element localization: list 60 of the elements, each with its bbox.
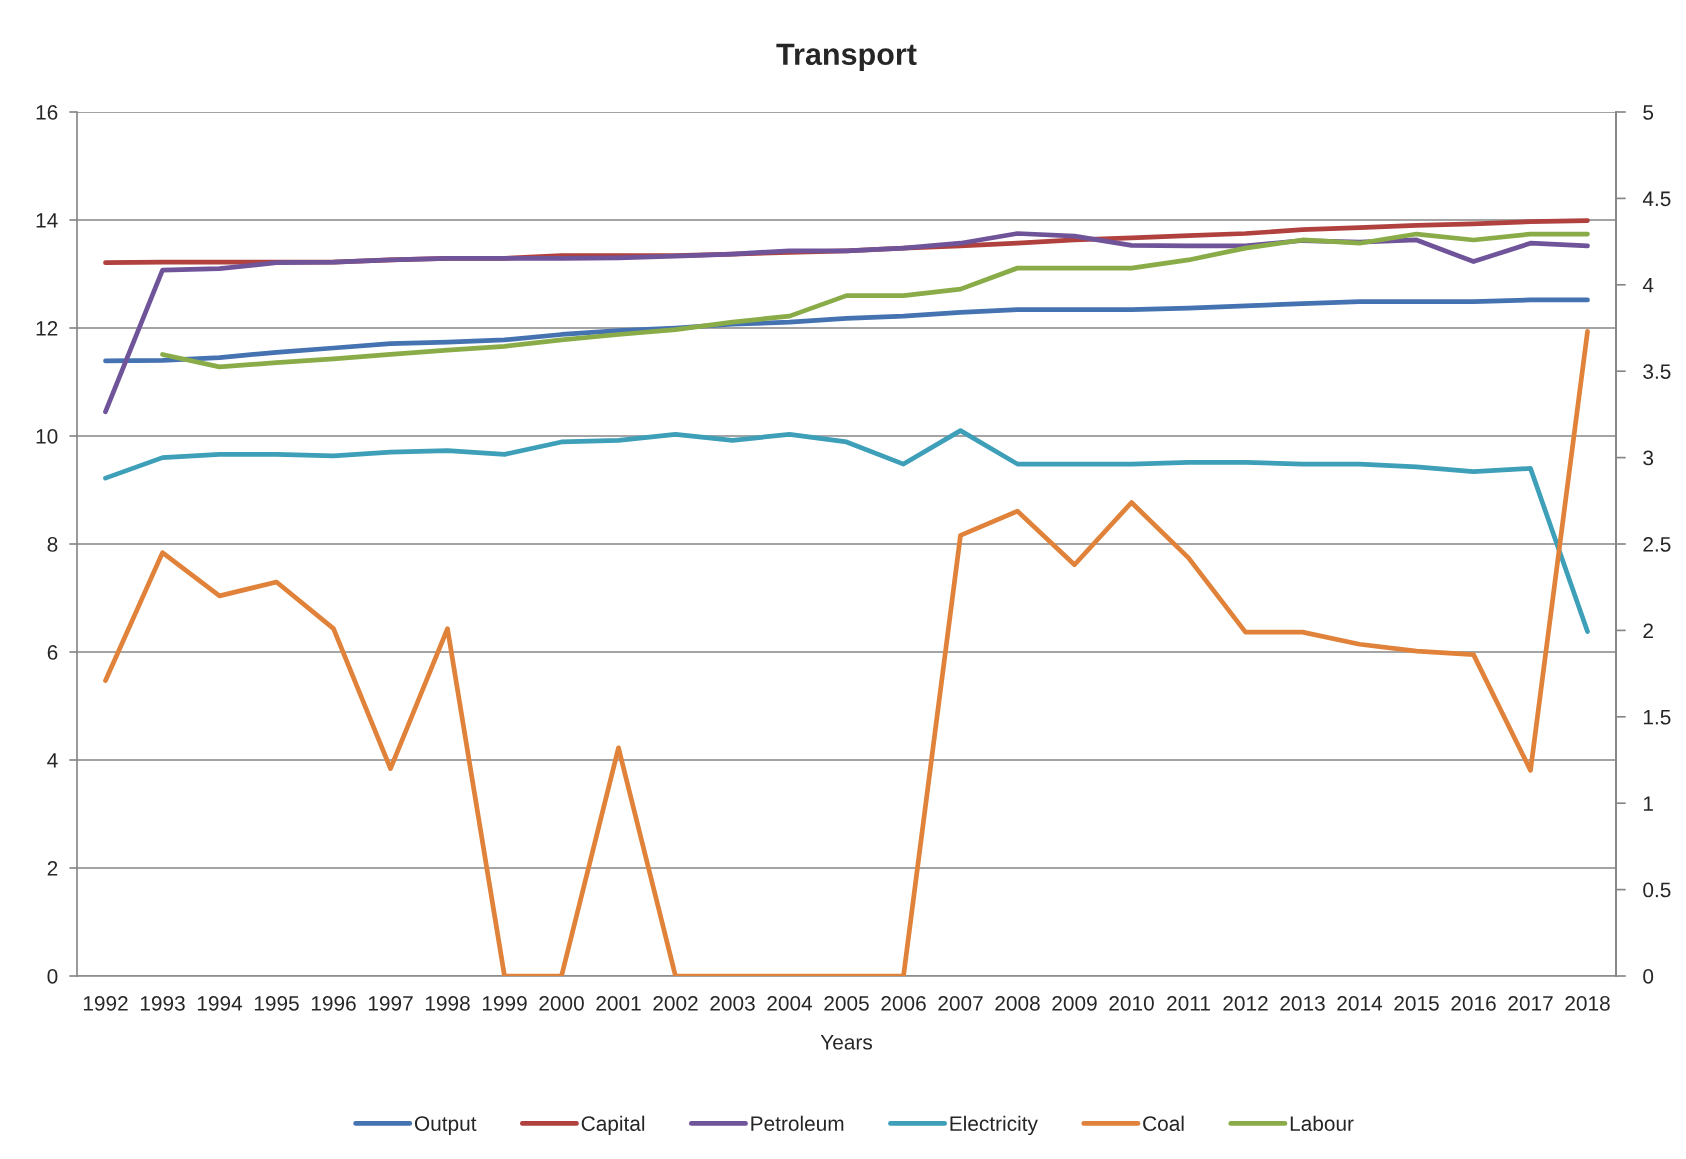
y-tick-label: 2 <box>47 861 58 876</box>
legend-label: Capital <box>581 1115 645 1136</box>
y2-tick-label: 0 <box>1643 969 1654 984</box>
x-tick-label: 2008 <box>995 995 1040 1011</box>
x-tick-label: 1994 <box>197 995 243 1011</box>
y2-tick-label: 5 <box>1643 105 1654 120</box>
y-tick-label: 16 <box>36 105 58 120</box>
x-tick-label: 2017 <box>1508 995 1553 1011</box>
legend-label: Electricity <box>950 1115 1038 1136</box>
x-tick-label: 2013 <box>1280 995 1325 1011</box>
x-tick-label: 2010 <box>1109 995 1154 1011</box>
x-tick-label: 2003 <box>710 995 755 1011</box>
y-tick-label: 10 <box>36 429 58 444</box>
line-series <box>103 231 1590 415</box>
x-tick-label: 2012 <box>1223 995 1268 1011</box>
y-tick-label: 14 <box>36 213 58 228</box>
x-tick-label: 1997 <box>368 995 413 1011</box>
y2-tick-label: 1.5 <box>1643 710 1671 725</box>
chart-title: Transport <box>776 43 917 72</box>
x-tick-label: 2018 <box>1565 995 1610 1011</box>
x-tick-label: 1995 <box>254 995 299 1011</box>
legend-label: Coal <box>1143 1115 1184 1131</box>
x-tick-label: 2004 <box>767 995 813 1011</box>
y-tick-label: 12 <box>36 321 58 336</box>
x-tick-label: 1992 <box>83 995 128 1011</box>
y2-tick-label: 3 <box>1643 450 1654 466</box>
x-tick-label: 2009 <box>1052 995 1097 1011</box>
x-tick-label: 2015 <box>1394 995 1439 1011</box>
y2-tick-label: 1 <box>1643 796 1653 811</box>
x-tick-label: 1999 <box>482 995 527 1011</box>
x-tick-label: 2011 <box>1167 995 1210 1011</box>
y2-tick-label: 0.5 <box>1643 882 1671 898</box>
x-tick-label: 2007 <box>938 995 983 1011</box>
line-series <box>160 231 1590 370</box>
x-tick-label: 2002 <box>653 995 698 1011</box>
x-tick-label: 2005 <box>824 995 869 1011</box>
x-tick-label: 2014 <box>1337 995 1383 1011</box>
x-tick-label: 2000 <box>539 995 584 1011</box>
x-tick-label: 1993 <box>140 995 185 1011</box>
legend-label: Petroleum <box>751 1115 844 1131</box>
y-tick-label: 6 <box>47 645 58 660</box>
y2-tick-label: 3.5 <box>1643 364 1671 379</box>
x-tick-label: 2001 <box>596 995 641 1011</box>
y2-tick-label: 2.5 <box>1643 537 1671 552</box>
x-tick-label: 1998 <box>425 995 470 1011</box>
line-series <box>103 428 1590 634</box>
y2-tick-label: 4 <box>1642 278 1654 293</box>
x-tick-label: 2006 <box>881 995 926 1011</box>
legend-label: Output <box>414 1116 477 1136</box>
y-tick-label: 4 <box>47 753 58 768</box>
y-tick-label: 8 <box>47 537 58 552</box>
x-tick-label: 1996 <box>311 995 356 1011</box>
y2-tick-label: 4.5 <box>1642 191 1671 207</box>
y2-tick-label: 2 <box>1643 623 1653 638</box>
line-series <box>103 329 1590 976</box>
y-tick-label: 0 <box>47 969 58 984</box>
legend-label: Labour <box>1290 1115 1354 1131</box>
x-tick-label: 2016 <box>1451 995 1496 1011</box>
line-series <box>103 297 1590 364</box>
x-axis-title: Years <box>820 1035 873 1050</box>
